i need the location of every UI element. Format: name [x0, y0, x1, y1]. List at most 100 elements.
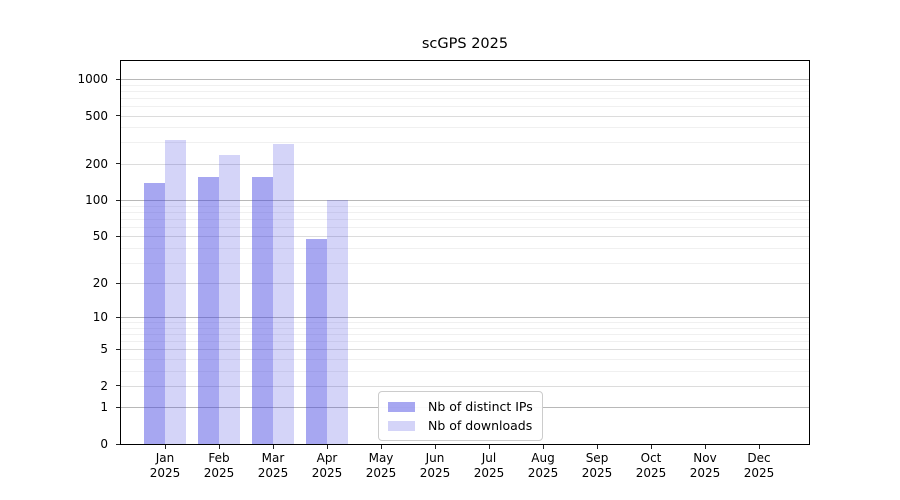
gridline-500: [121, 115, 809, 117]
year-label: 2025: [581, 466, 613, 480]
gridline-2: [121, 385, 809, 387]
x-tick-jan: [165, 445, 166, 449]
bar-downloads-mar: [273, 144, 294, 444]
minor-gridline-30: [121, 262, 809, 264]
month-label: Dec: [747, 451, 771, 465]
minor-gridline-7: [121, 334, 809, 336]
y-tick-label-10: 10: [92, 310, 108, 325]
x-tick-label-sep: Sep 2025: [569, 451, 625, 481]
x-tick-label-dec: Dec 2025: [731, 451, 787, 481]
gridline-50: [121, 236, 809, 238]
minor-gridline-900: [121, 84, 809, 86]
y-tick-0: [116, 443, 120, 445]
minor-gridline-600: [121, 105, 809, 107]
bar-distinct-ips-apr: [306, 239, 327, 444]
y-tick-label-20: 20: [92, 276, 108, 291]
gridline-1000: [121, 79, 809, 80]
month-label: Feb: [208, 451, 230, 465]
y-tick-label-1: 1: [100, 400, 108, 415]
month-label: Jul: [481, 451, 497, 465]
year-label: 2025: [635, 466, 667, 480]
minor-gridline-800: [121, 90, 809, 92]
y-tick-50: [116, 235, 120, 237]
month-label: Mar: [261, 451, 285, 465]
legend-swatch-distinct-ips-icon: [388, 401, 415, 412]
y-tick-label-0: 0: [100, 437, 108, 451]
gridline-10: [121, 317, 809, 319]
minor-gridline-300: [121, 142, 809, 144]
y-tick-label-500: 500: [85, 108, 108, 123]
x-tick-label-mar: Mar 2025: [245, 451, 301, 481]
y-tick-label-1000: 1000: [77, 72, 108, 86]
y-tick-100: [116, 199, 120, 201]
x-tick-label-jan: Jan 2025: [137, 451, 193, 481]
minor-gridline-700: [121, 97, 809, 99]
bar-distinct-ips-feb: [198, 177, 219, 444]
legend-item-downloads: Nb of downloads: [388, 416, 533, 435]
minor-gridline-3: [121, 370, 809, 372]
x-tick-label-may: May 2025: [353, 451, 409, 481]
x-tick-dec: [759, 445, 760, 449]
legend-swatch-downloads-icon: [388, 420, 415, 431]
minor-gridline-4: [121, 358, 809, 360]
bar-distinct-ips-mar: [252, 176, 273, 444]
bar-distinct-ips-jan: [144, 182, 165, 444]
chart-title: scGPS 2025: [421, 36, 509, 52]
x-tick-label-jul: Jul 2025: [461, 451, 517, 481]
minor-gridline-8: [121, 327, 809, 329]
y-tick-label-50: 50: [92, 229, 108, 244]
x-tick-label-oct: Oct 2025: [623, 451, 679, 481]
y-tick-label-5: 5: [100, 342, 108, 357]
month-label: Oct: [640, 451, 662, 465]
month-label: Jan: [155, 451, 175, 465]
y-tick-2: [116, 385, 120, 387]
y-tick-label-100: 100: [85, 193, 108, 208]
y-tick-label-200: 200: [85, 156, 108, 171]
x-tick-aug: [543, 445, 544, 449]
month-label: Aug: [531, 451, 555, 465]
bar-downloads-apr: [327, 200, 348, 444]
minor-gridline-90: [121, 205, 809, 207]
gridline-5: [121, 349, 809, 351]
month-label: Sep: [585, 451, 609, 465]
y-tick-5: [116, 348, 120, 350]
x-tick-label-feb: Feb 2025: [191, 451, 247, 481]
x-tick-jun: [435, 445, 436, 449]
minor-gridline-40: [121, 247, 809, 249]
x-tick-apr: [327, 445, 328, 449]
x-tick-label-aug: Aug 2025: [515, 451, 571, 481]
minor-gridline-80: [121, 211, 809, 213]
y-tick-500: [116, 115, 120, 117]
year-label: 2025: [689, 466, 721, 480]
y-tick-1: [116, 406, 120, 408]
year-label: 2025: [257, 466, 289, 480]
year-label: 2025: [203, 466, 235, 480]
x-tick-label-nov: Nov 2025: [677, 451, 733, 481]
plot-area: [120, 60, 810, 445]
minor-gridline-9: [121, 322, 809, 324]
x-tick-label-apr: Apr 2025: [299, 451, 355, 481]
y-tick-10: [116, 316, 120, 318]
year-label: 2025: [311, 466, 343, 480]
y-tick-200: [116, 163, 120, 165]
y-tick-label-2: 2: [100, 378, 108, 393]
x-tick-oct: [651, 445, 652, 449]
x-tick-jul: [489, 445, 490, 449]
gridline-200: [121, 163, 809, 165]
month-label: Nov: [693, 451, 717, 465]
year-label: 2025: [365, 466, 397, 480]
year-label: 2025: [527, 466, 559, 480]
minor-gridline-6: [121, 341, 809, 343]
month-label: Apr: [316, 451, 338, 465]
x-tick-sep: [597, 445, 598, 449]
y-tick-20: [116, 282, 120, 284]
year-label: 2025: [419, 466, 451, 480]
x-tick-feb: [219, 445, 220, 449]
y-tick-1000: [116, 78, 120, 80]
x-tick-label-jun: Jun 2025: [407, 451, 463, 481]
year-label: 2025: [149, 466, 181, 480]
minor-gridline-400: [121, 127, 809, 129]
year-label: 2025: [743, 466, 775, 480]
gridline-100: [121, 200, 809, 202]
